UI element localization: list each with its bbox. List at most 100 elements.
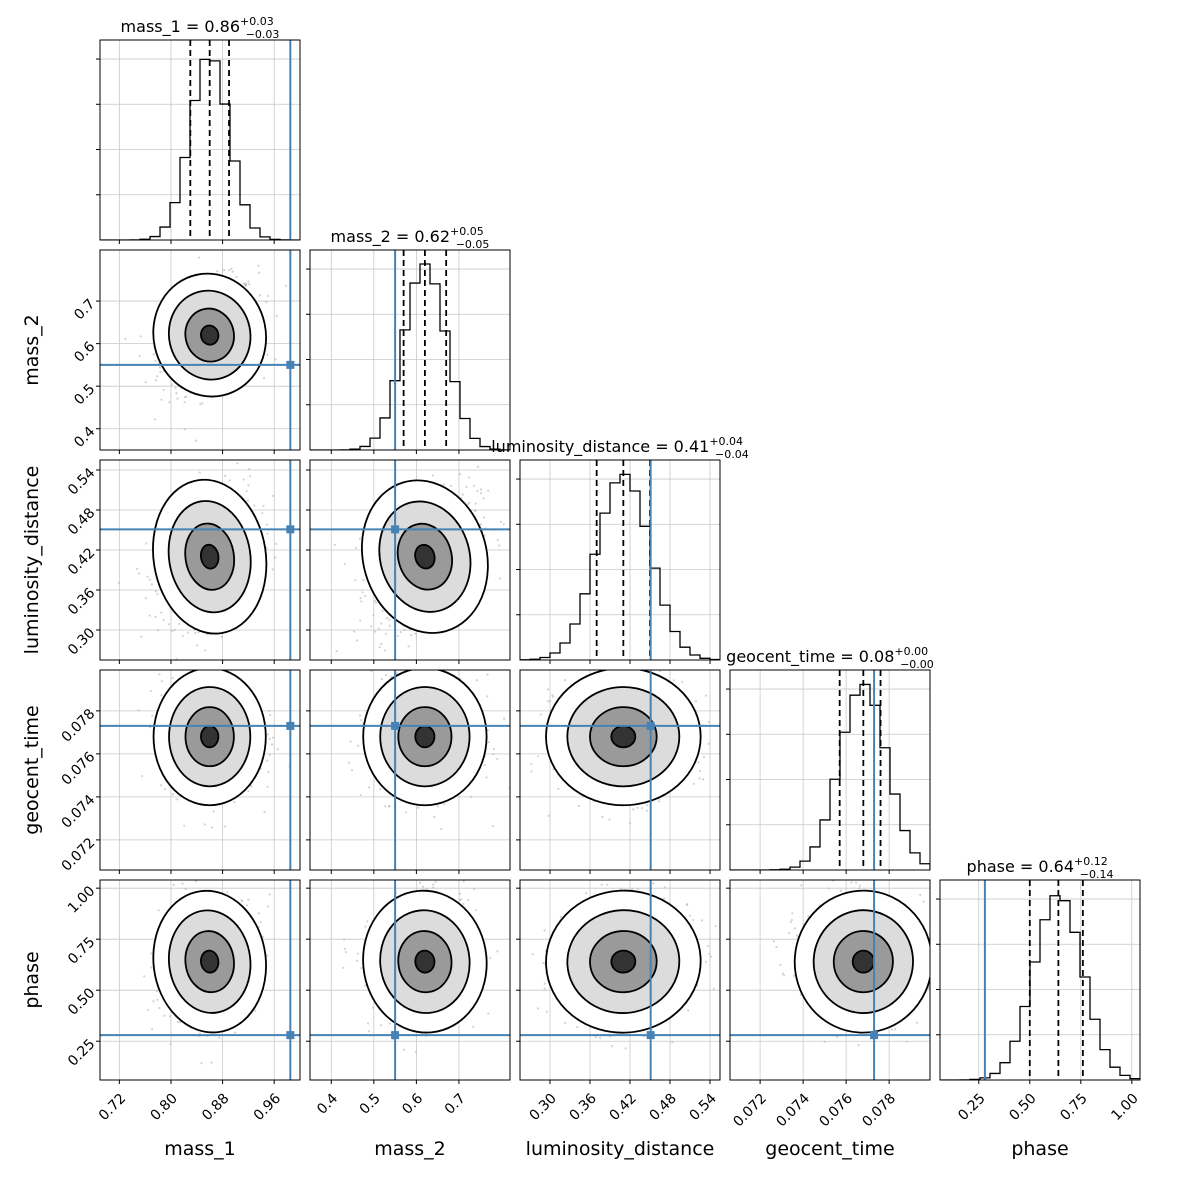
sample-point — [169, 1042, 172, 1046]
sample-point — [539, 713, 542, 716]
sample-point — [599, 667, 601, 669]
sample-point — [266, 294, 270, 298]
sample-point — [222, 269, 226, 272]
sample-point — [145, 542, 148, 545]
title-plus: +0.03 — [240, 15, 274, 28]
sample-point — [702, 755, 706, 758]
sample-point — [418, 881, 422, 884]
y-tick-label: 0.42 — [65, 545, 98, 578]
sample-point — [228, 268, 231, 272]
sample-point — [459, 472, 462, 476]
sample-point — [355, 639, 359, 642]
sample-point — [266, 353, 269, 356]
title-minus: −0.03 — [246, 28, 280, 41]
sample-point — [449, 484, 453, 488]
sample-point — [491, 824, 495, 828]
sample-point — [194, 880, 198, 883]
sample-point — [404, 811, 407, 814]
sample-point — [158, 673, 161, 676]
truth-marker — [646, 721, 655, 730]
sample-point — [247, 484, 250, 487]
sample-point — [384, 632, 387, 636]
sample-point — [353, 630, 356, 633]
panel-content — [520, 663, 720, 870]
sample-point — [274, 556, 277, 559]
y-tick-label: 0.074 — [59, 792, 99, 832]
sample-point — [467, 476, 471, 479]
sample-point — [263, 810, 266, 814]
sample-point — [466, 502, 470, 506]
sample-point — [530, 770, 533, 773]
sample-point — [358, 537, 361, 540]
sample-point — [377, 627, 380, 630]
panel-content — [100, 630, 300, 870]
sample-point — [498, 544, 501, 547]
panel-content — [100, 250, 300, 450]
sample-point — [276, 748, 279, 751]
sample-point — [701, 778, 705, 781]
sample-point — [218, 1036, 221, 1039]
sample-point — [479, 492, 483, 495]
sample-point — [150, 966, 153, 969]
y-tick-label: 0.4 — [71, 424, 98, 451]
sample-point — [224, 474, 227, 477]
sample-point — [155, 375, 159, 378]
sample-point — [557, 787, 560, 790]
sample-point — [175, 798, 178, 801]
sample-point — [198, 661, 200, 663]
sample-point — [159, 370, 162, 373]
contour-core — [200, 949, 220, 974]
sample-point — [477, 465, 480, 468]
sample-point — [247, 790, 250, 793]
title-minus: −0.05 — [456, 238, 490, 251]
sample-point — [161, 630, 163, 632]
panel-content — [100, 877, 300, 1080]
sample-point — [231, 270, 234, 273]
sample-point — [229, 454, 231, 456]
panel-frame — [99, 39, 301, 241]
sample-point — [148, 578, 151, 581]
contour-core — [199, 543, 220, 570]
sample-point — [645, 809, 649, 812]
sample-point — [388, 618, 391, 621]
sample-point — [549, 699, 552, 703]
sample-point — [636, 806, 639, 809]
sample-point — [203, 823, 206, 826]
sample-point — [194, 631, 197, 635]
sample-point — [370, 670, 373, 673]
sample-point — [546, 688, 550, 691]
panel-frame — [99, 249, 301, 451]
sample-point — [446, 654, 448, 656]
x-tick-label: 0.88 — [199, 1091, 232, 1124]
sample-point — [632, 808, 635, 811]
sample-point — [440, 827, 443, 831]
sample-point — [157, 909, 160, 912]
panel-mass_2-mass_2: mass_2 = 0.62+0.05 −0.05 — [306, 225, 511, 454]
sample-point — [230, 267, 233, 270]
sample-point — [413, 638, 415, 640]
sample-point — [658, 800, 661, 803]
sample-point — [150, 583, 153, 586]
panel-mass_2-geocent_time — [306, 638, 511, 874]
sample-point — [357, 744, 360, 747]
sample-point — [245, 490, 248, 493]
sample-point — [384, 673, 388, 676]
sample-point — [198, 663, 200, 665]
sample-point — [220, 635, 224, 639]
sample-point — [183, 401, 186, 404]
panel-mass_1-phase: 0.72 0.80 0.88 0.960.250.500.751.00 — [65, 877, 301, 1124]
sample-point — [233, 801, 236, 804]
sample-point — [403, 628, 406, 632]
sample-point — [178, 877, 180, 879]
sample-point — [246, 499, 249, 502]
sample-point — [372, 614, 375, 617]
sample-point — [156, 593, 159, 596]
sample-point — [158, 1006, 161, 1010]
sample-point — [247, 280, 250, 283]
sample-point — [164, 788, 167, 791]
sample-point — [606, 663, 608, 665]
sample-point — [242, 282, 245, 285]
sample-point — [381, 609, 384, 612]
sample-point — [160, 694, 163, 697]
title-plus: +0.00 — [894, 645, 928, 658]
